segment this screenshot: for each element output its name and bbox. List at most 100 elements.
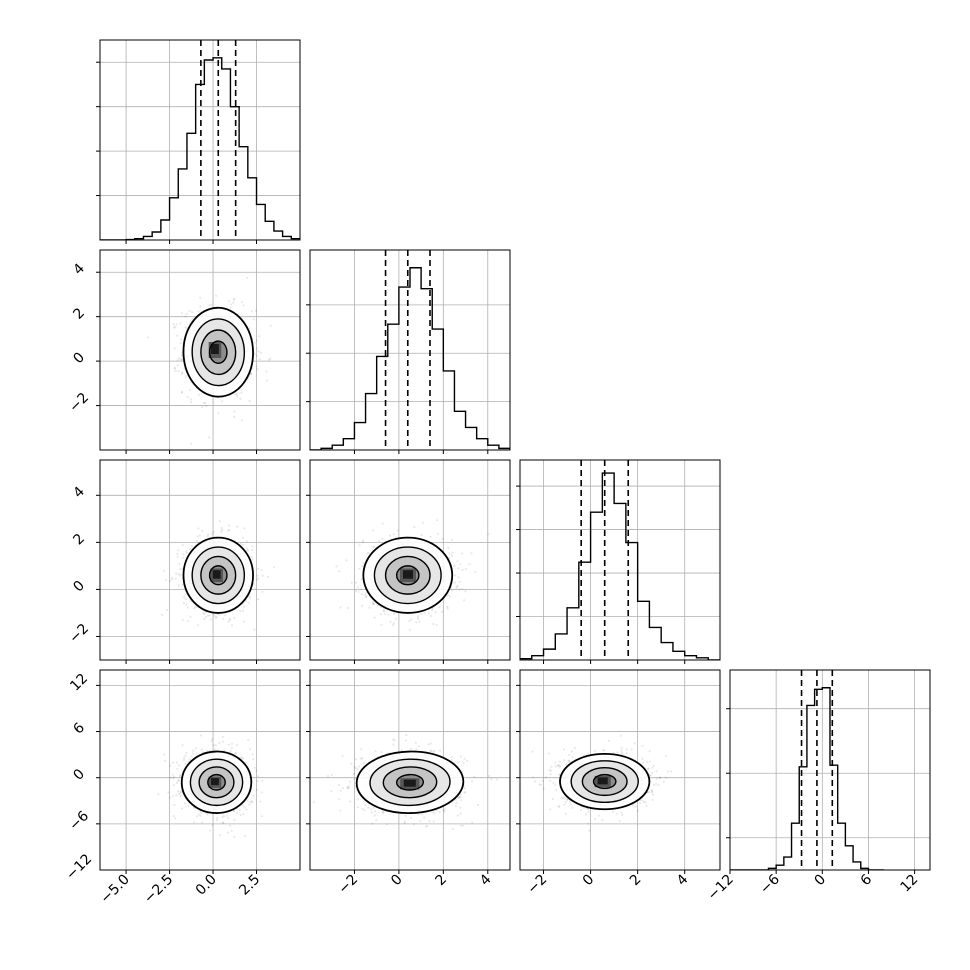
scatter-point <box>645 804 648 808</box>
x-tick-label: 0 <box>812 872 830 890</box>
scatter-point <box>367 552 370 555</box>
scatter-point <box>363 809 366 812</box>
scatter-point <box>267 575 270 579</box>
scatter-point <box>364 804 367 807</box>
scatter-point <box>360 593 363 596</box>
scatter-point <box>232 298 235 301</box>
scatter-point <box>474 570 477 574</box>
scatter-point <box>236 525 239 528</box>
scatter-point <box>180 359 183 362</box>
scatter-point <box>165 578 168 582</box>
scatter-point <box>451 828 454 831</box>
scatter-point <box>201 751 204 754</box>
scatter-point <box>237 312 240 315</box>
scatter-point <box>431 609 434 612</box>
scatter-point <box>420 812 423 816</box>
scatter-point <box>221 821 224 824</box>
scatter-point <box>239 813 242 817</box>
scatter-point <box>462 762 465 765</box>
scatter-point <box>410 816 413 820</box>
scatter-point <box>242 806 246 809</box>
scatter-point <box>222 617 225 621</box>
scatter-point <box>651 790 654 793</box>
scatter-point <box>265 379 268 382</box>
scatter-point <box>252 583 256 586</box>
scatter-point <box>220 530 223 533</box>
scatter-point <box>180 357 183 361</box>
contour-line <box>382 766 438 799</box>
x-tick-label: 12 <box>898 872 922 896</box>
scatter-point <box>169 776 172 779</box>
scatter-point <box>179 322 182 325</box>
scatter-point <box>652 764 655 767</box>
scatter-point <box>210 303 213 306</box>
scatter-point <box>192 749 195 752</box>
scatter-point <box>360 748 363 751</box>
scatter-point <box>173 347 176 350</box>
contour-line <box>180 750 253 814</box>
scatter-point <box>464 791 467 794</box>
scatter-point <box>193 607 196 610</box>
scatter-point <box>347 785 351 788</box>
scatter-point <box>371 822 374 825</box>
scatter-point <box>559 764 562 767</box>
scatter-point <box>455 585 458 588</box>
scatter-point <box>459 812 462 815</box>
density-peak <box>403 570 413 579</box>
scatter-point <box>621 753 624 756</box>
scatter-point <box>171 773 174 776</box>
scatter-point <box>339 606 342 609</box>
scatter-point <box>200 748 203 751</box>
scatter-point <box>170 576 173 580</box>
scatter-point <box>187 804 190 808</box>
scatter-point <box>214 743 217 747</box>
scatter-point <box>261 574 264 577</box>
scatter-point <box>255 769 258 772</box>
scatter-point <box>459 824 462 827</box>
scatter-point <box>464 590 467 593</box>
scatter-point <box>438 811 441 814</box>
scatter-point <box>229 618 232 621</box>
scatter-point <box>195 747 198 750</box>
scatter-point <box>229 824 232 827</box>
scatter-point <box>461 587 464 591</box>
scatter-point <box>565 763 568 766</box>
scatter-point <box>256 368 259 371</box>
scatter-point <box>252 794 255 797</box>
scatter-point <box>404 814 407 817</box>
scatter-point <box>370 808 373 811</box>
scatter-point <box>209 618 212 621</box>
scatter-point <box>190 755 193 758</box>
scatter-point <box>230 303 233 306</box>
scatter-point <box>382 610 386 613</box>
scatter-point <box>463 787 466 790</box>
scatter-point <box>354 766 357 769</box>
scatter-point <box>200 811 203 814</box>
scatter-point <box>253 628 256 631</box>
panel-frame <box>99 249 301 451</box>
scatter-point <box>419 820 422 823</box>
scatter-point <box>176 555 179 558</box>
scatter-point <box>487 774 490 778</box>
scatter-point <box>272 566 276 569</box>
scatter-point <box>371 601 375 604</box>
scatter-point <box>233 297 236 300</box>
scatter-point <box>453 565 456 568</box>
scatter-point <box>188 309 191 313</box>
scatter-point <box>385 823 388 826</box>
scatter-point <box>250 310 253 313</box>
x-tick-label: −12 <box>705 872 737 904</box>
scatter-point <box>261 779 264 782</box>
scatter-point <box>389 620 392 623</box>
scatter-point <box>456 560 459 563</box>
scatter-point <box>396 529 400 532</box>
scatter-point <box>218 520 221 523</box>
scatter-point <box>438 606 441 609</box>
scatter-point <box>450 539 453 542</box>
scatter-point <box>429 614 433 618</box>
scatter-point <box>225 814 228 818</box>
scatter-point <box>193 821 196 824</box>
scatter-point <box>420 534 423 537</box>
contour-line <box>369 758 451 807</box>
